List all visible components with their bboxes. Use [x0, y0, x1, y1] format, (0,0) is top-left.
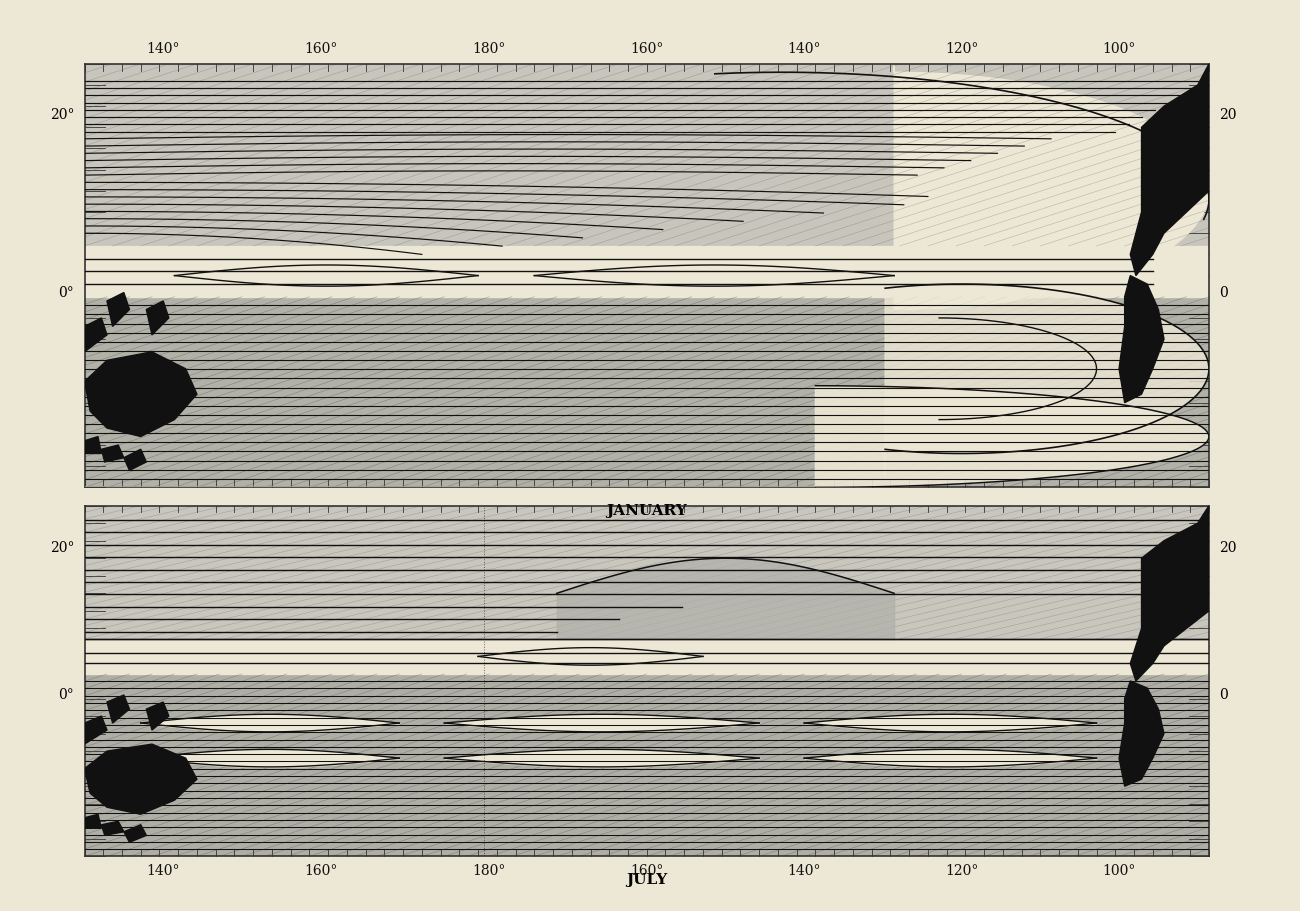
Polygon shape [84, 385, 1209, 487]
Polygon shape [107, 292, 130, 326]
Polygon shape [1119, 681, 1164, 786]
Polygon shape [84, 297, 1209, 487]
Polygon shape [885, 284, 1209, 475]
Polygon shape [84, 744, 198, 814]
Text: 0: 0 [1219, 285, 1228, 300]
Text: 100°: 100° [1102, 43, 1136, 56]
Polygon shape [84, 716, 107, 744]
Polygon shape [84, 639, 1209, 674]
Text: 20: 20 [1219, 107, 1236, 121]
Text: 140°: 140° [147, 43, 179, 56]
Polygon shape [1119, 275, 1164, 403]
Text: 20°: 20° [49, 107, 74, 121]
Text: 180°: 180° [473, 864, 506, 877]
Text: 20°: 20° [49, 541, 74, 555]
Polygon shape [84, 674, 1209, 856]
Polygon shape [84, 436, 101, 454]
Text: 120°: 120° [945, 864, 979, 877]
Text: 0°: 0° [58, 285, 74, 300]
Text: 140°: 140° [788, 43, 820, 56]
Polygon shape [147, 702, 169, 730]
Polygon shape [124, 449, 147, 470]
Text: 160°: 160° [304, 43, 337, 56]
Polygon shape [101, 445, 124, 462]
Polygon shape [107, 695, 130, 723]
Text: JANUARY: JANUARY [606, 504, 688, 517]
Text: 0: 0 [1219, 688, 1228, 702]
Text: 160°: 160° [304, 864, 337, 877]
Polygon shape [84, 246, 1209, 297]
Polygon shape [894, 64, 1209, 310]
Polygon shape [124, 824, 147, 843]
Text: 180°: 180° [473, 43, 506, 56]
Text: 20: 20 [1219, 541, 1236, 555]
Text: 160°: 160° [630, 43, 663, 56]
Text: 140°: 140° [788, 864, 820, 877]
Polygon shape [147, 301, 169, 335]
Text: JULY: JULY [627, 873, 667, 886]
Text: 100°: 100° [1102, 864, 1136, 877]
Polygon shape [1130, 506, 1209, 681]
Polygon shape [84, 506, 1209, 639]
Polygon shape [84, 64, 1209, 246]
Polygon shape [84, 352, 198, 436]
Text: 120°: 120° [945, 43, 979, 56]
Polygon shape [1130, 64, 1209, 275]
Text: 160°: 160° [630, 864, 663, 877]
Polygon shape [84, 318, 107, 352]
Text: 140°: 140° [147, 864, 179, 877]
Text: 0°: 0° [58, 688, 74, 702]
Polygon shape [101, 822, 124, 835]
Polygon shape [84, 814, 101, 828]
